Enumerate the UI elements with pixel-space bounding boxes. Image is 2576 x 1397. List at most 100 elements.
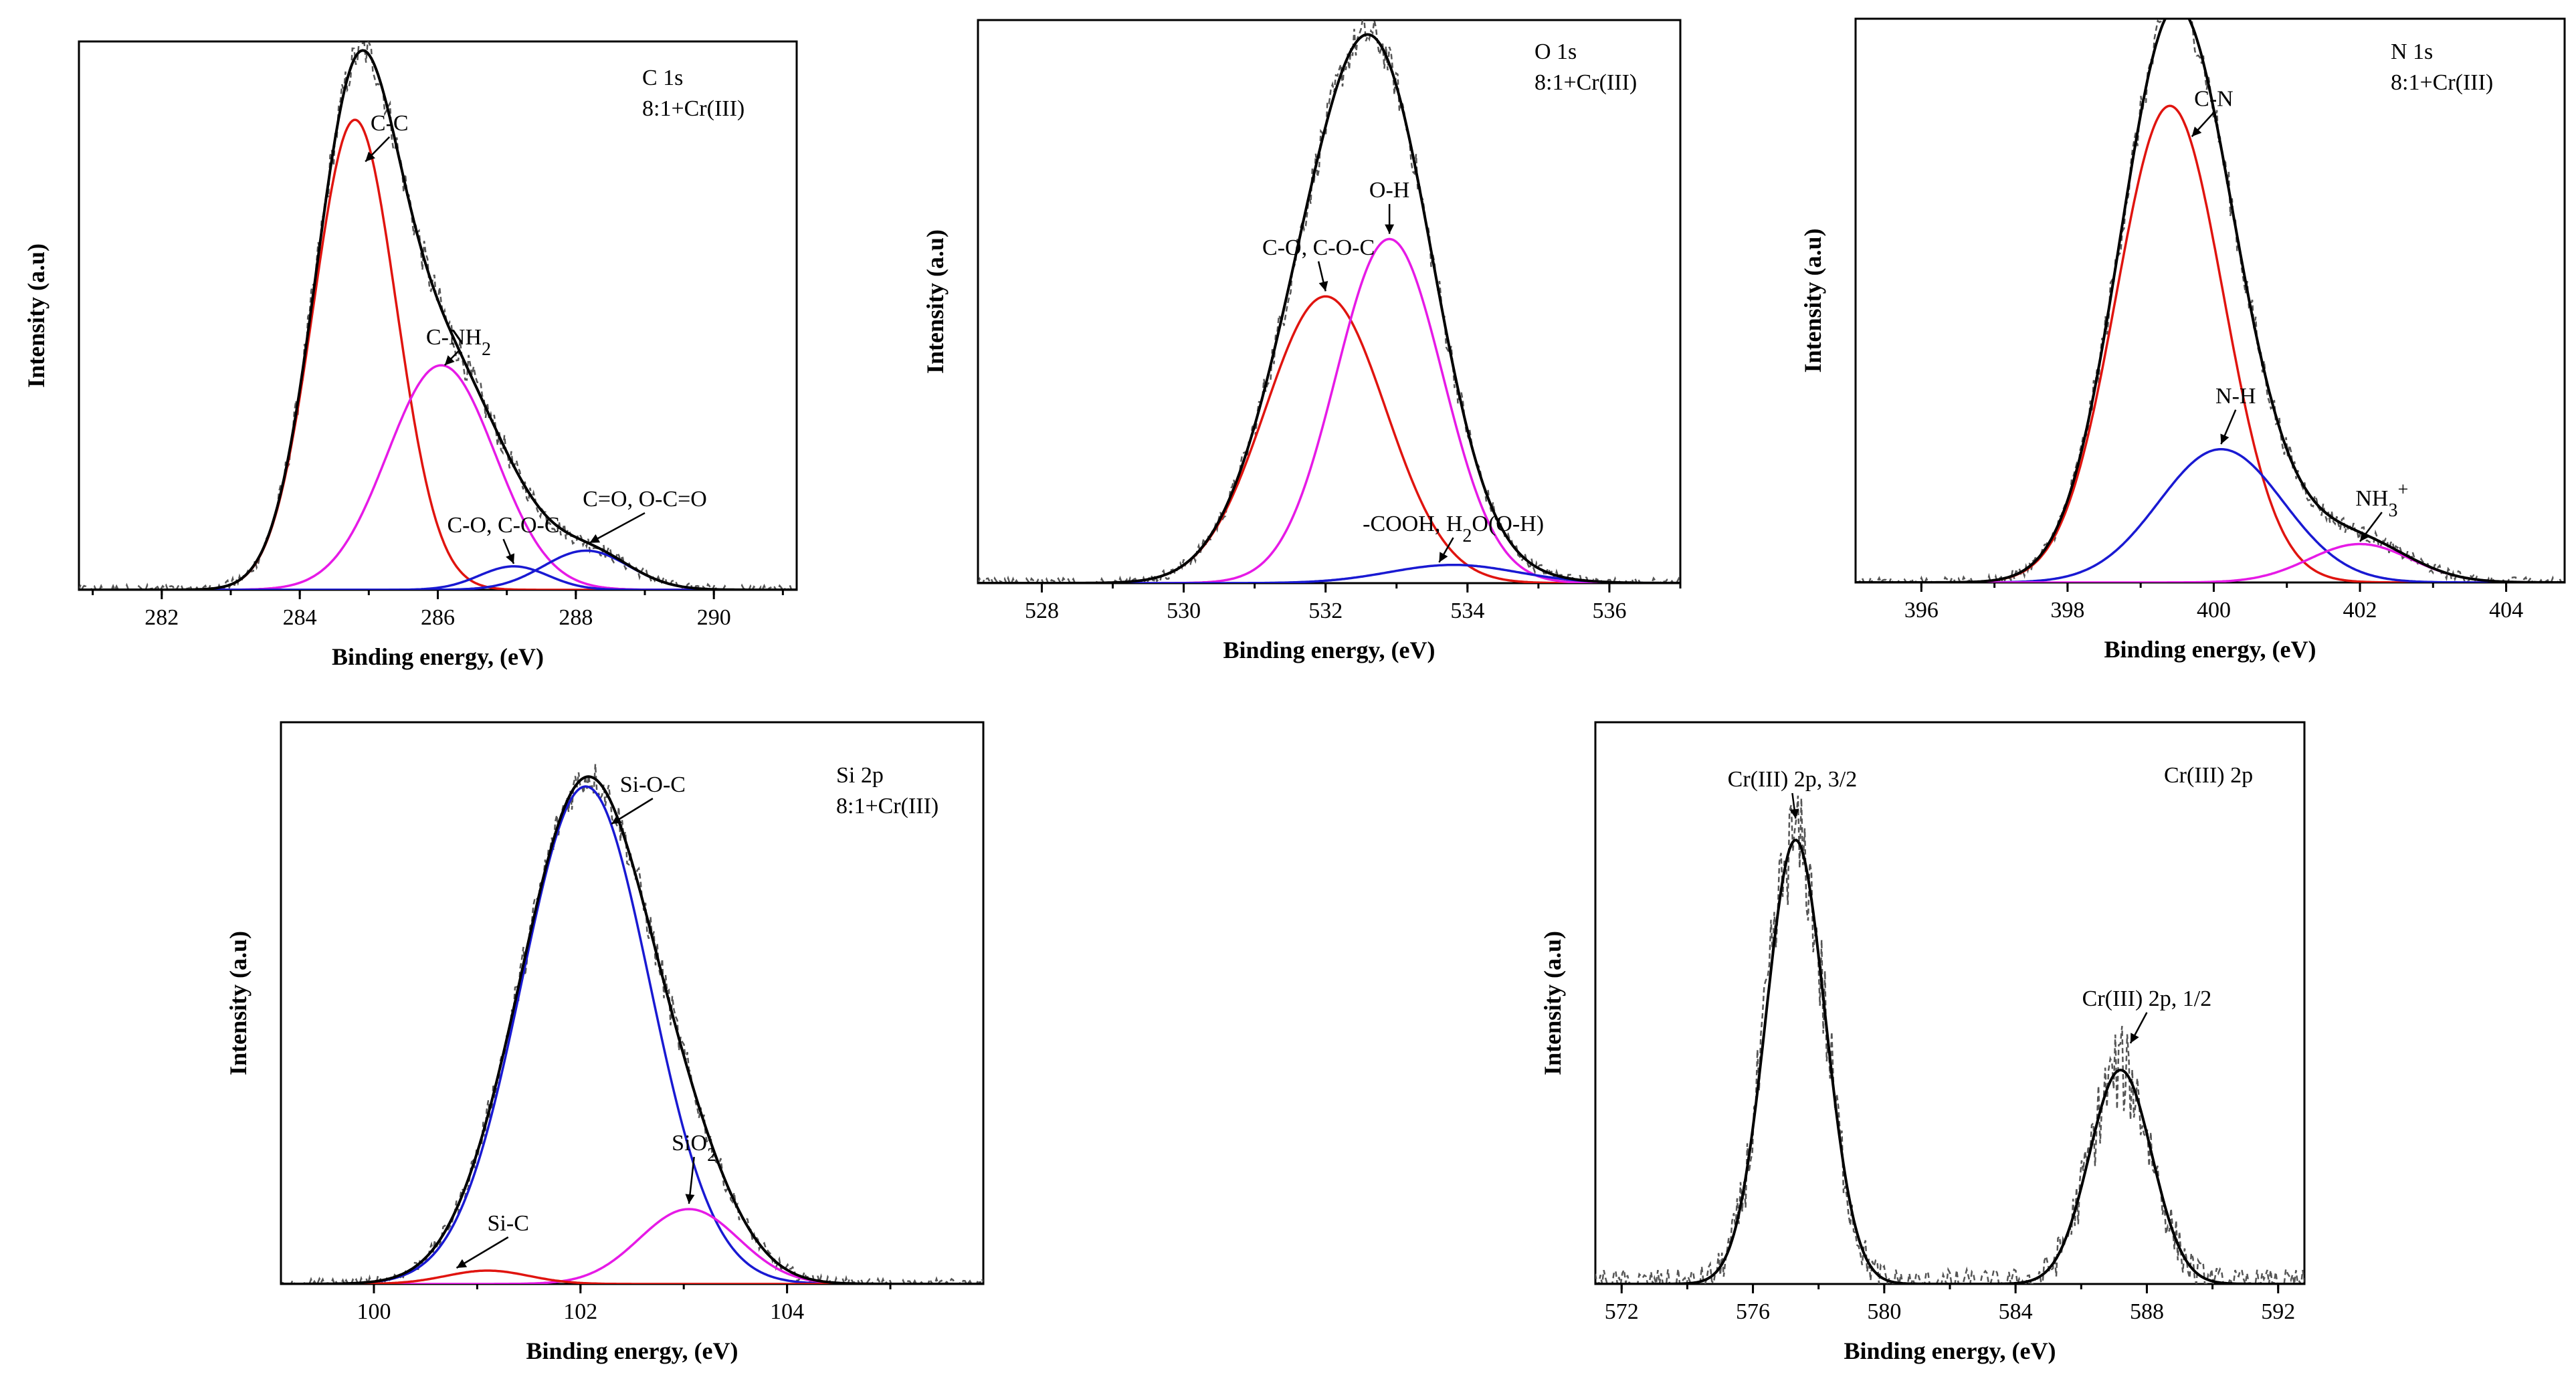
component-1 [1856,448,2565,582]
peak-label: N-H [2215,384,2256,409]
panel-title: O 1s [1534,39,1577,64]
component-2 [978,563,1680,583]
panel-subtitle: 8:1+Cr(III) [836,794,938,819]
arrow-head [1789,809,1799,819]
arrow-head [685,1194,695,1204]
panel-o1s: 528 530 532 534 536 C-O, C-O-C O-H -COOH, H2O(… [922,19,1682,663]
panel-n1s: 396 398 400 402 404 C-N N-H NH3+ N 1s 8:1+Cr(I… [1799,17,2566,663]
arrow-head [365,151,375,162]
x-tick-label: 398 [2050,598,2084,623]
plot-frame [977,19,1682,584]
peak-label: -COOH, H2O(O-H) [1363,512,1544,546]
annotations: C-N N-H NH3+ [2191,86,2408,542]
arrow-head [2130,1033,2139,1043]
annotation-arrow [589,512,646,544]
arrow-head [1385,224,1395,234]
x-tick-label: 572 [1605,1299,1639,1324]
x-tick-label: 402 [2343,598,2377,623]
panel-subtitle: 8:1+Cr(III) [2391,70,2493,95]
panel-title: C 1s [642,66,683,90]
x-axis-label: Binding energy, (eV) [332,643,544,670]
envelope-fit [79,49,797,590]
panel-subtitle: 8:1+Cr(III) [1534,70,1637,95]
y-axis-label: Intensity (a.u) [1799,228,1826,372]
x-tick-label: 592 [2261,1299,2295,1324]
curves [1856,19,2565,582]
raw-data-line [978,20,1680,583]
envelope-fit [281,775,983,1284]
arrow-head [506,553,515,564]
x-tick-label: 536 [1592,599,1626,623]
annotation-arrow [456,1236,509,1269]
arrow-head [1318,281,1328,292]
arrow-head [1439,552,1448,562]
panel-title: Cr(III) 2p [2164,763,2253,788]
component-1 [79,364,797,590]
x-tick-label: 100 [357,1299,391,1324]
curves [79,41,797,590]
arrow-head [2220,433,2230,445]
annotations: C-C C-NH2 C-O, C-O-C C=O, O-C=O [365,111,707,564]
arrow-head [589,534,601,543]
x-axis-label: Binding energy, (eV) [2104,636,2316,663]
x-axis-label: Binding energy, (eV) [526,1337,738,1364]
peak-label: C=O, O-C=O [583,487,707,512]
curves [1595,795,2304,1284]
panel-title: N 1s [2391,39,2433,64]
envelope-fit [1856,19,2565,582]
x-tick-label: 534 [1450,599,1484,623]
x-tick-label: 286 [421,605,455,630]
peak-label: SiO2 [672,1131,716,1166]
arrow-head [611,815,622,824]
x-tick-label: 102 [563,1299,597,1324]
x-tick-label: 404 [2489,598,2523,623]
x-tick-label: 282 [144,605,179,630]
y-axis-label: Intensity (a.u) [922,229,949,374]
panel-si2p: 100 102 104 Si-O-C SiO2 Si-C Si 2p 8:1+Cr(II… [225,721,985,1364]
annotations: C-O, C-O-C O-H -COOH, H2O(O-H) [1262,178,1544,563]
peak-label: Si-C [488,1211,529,1236]
x-tick-label: 284 [283,605,317,630]
peak-label: Si-O-C [620,772,686,797]
x-tick-label: 396 [1904,598,1939,623]
x-tick-label: 400 [2197,598,2231,623]
envelope-fit [978,33,1680,583]
x-tick-label: 530 [1167,599,1201,623]
y-axis-label: Intensity (a.u) [225,931,252,1075]
panel-title: Si 2p [836,763,884,788]
raw-data-line [281,764,983,1284]
x-tick-label: 532 [1308,599,1343,623]
arrow-head [444,355,455,366]
x-tick-label: 584 [1999,1299,2033,1324]
y-axis-label: Intensity (a.u) [1539,931,1566,1075]
x-tick-label: 104 [770,1299,804,1324]
x-ticks: 572 576 580 584 588 592 [1605,1284,2295,1324]
x-tick-label: 588 [2130,1299,2164,1324]
x-tick-label: 288 [559,605,593,630]
x-ticks: 396 398 400 402 404 [1904,582,2523,623]
panel-cr2p: 572 576 580 584 588 592 Cr(III) 2p, 3/2Cr(III… [1539,721,2306,1364]
x-tick-label: 290 [697,605,731,630]
curves [281,764,983,1284]
y-axis-label: Intensity (a.u) [23,243,49,388]
peak-label: C-N [2194,86,2234,111]
arrow-head [2191,126,2202,137]
peak-label: Cr(III) 2p, 3/2 [1728,767,1858,792]
x-ticks: 528 530 532 534 536 [1025,583,1682,623]
x-tick-label: 576 [1736,1299,1770,1324]
annotations: Cr(III) 2p, 3/2 Cr(III) 2p, 1/2 [1728,767,2211,1044]
peak-label: C-O, C-O-C [447,513,559,538]
peak-label: C-O, C-O-C [1262,235,1375,260]
peak-label: C-NH2 [426,325,491,360]
x-ticks: 282 284 286 288 290 [92,590,784,630]
panel-subtitle: 8:1+Cr(III) [642,96,745,121]
component-0 [79,118,797,590]
x-tick-label: 580 [1867,1299,1901,1324]
peak-label: C-C [371,111,409,136]
peak-label: NH3+ [2355,479,2408,521]
arrow-head [456,1259,468,1268]
x-tick-label: 528 [1025,599,1059,623]
envelope-fit [1595,839,2304,1284]
peak-label: O-H [1369,178,1409,203]
arrow-head [2360,531,2370,542]
